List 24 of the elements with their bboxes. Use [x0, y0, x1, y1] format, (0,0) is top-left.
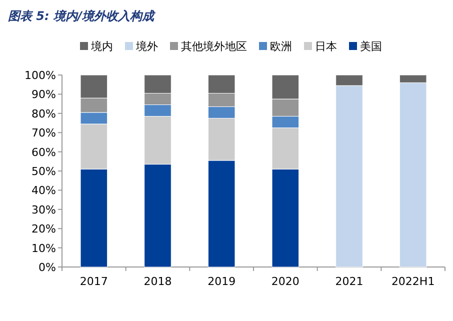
y-tick-label: 40%	[32, 184, 56, 198]
x-tick-label: 2021	[335, 275, 364, 288]
x-tick-label: 2017	[80, 275, 108, 288]
y-tick-label: 90%	[32, 88, 56, 102]
y-tick-label: 60%	[32, 146, 56, 159]
y-tick-label: 0%	[38, 261, 56, 274]
y-tick-label: 10%	[32, 242, 56, 255]
legend-label: 欧洲	[270, 40, 292, 53]
legend-label: 境外	[135, 40, 158, 53]
x-tick-label: 2019	[208, 275, 236, 288]
y-tick-label: 50%	[32, 165, 56, 178]
y-tick-label: 100%	[24, 69, 56, 82]
title: 图表 5: 境内/境外收入构成	[8, 9, 154, 23]
x-tick-label: 2018	[144, 275, 172, 288]
legend-label: 美国	[360, 40, 382, 53]
y-tick-label: 80%	[32, 107, 56, 120]
legend-label: 境内	[90, 40, 113, 53]
legend-label: 日本	[315, 40, 337, 53]
y-tick-label: 70%	[32, 126, 56, 140]
y-tick-label: 30%	[32, 203, 56, 216]
legend-label: 其他境外地区	[181, 40, 247, 53]
x-tick-label: 2020	[271, 275, 300, 288]
x-tick-label: 2022H1	[391, 275, 435, 288]
y-tick-label: 20%	[32, 222, 56, 236]
